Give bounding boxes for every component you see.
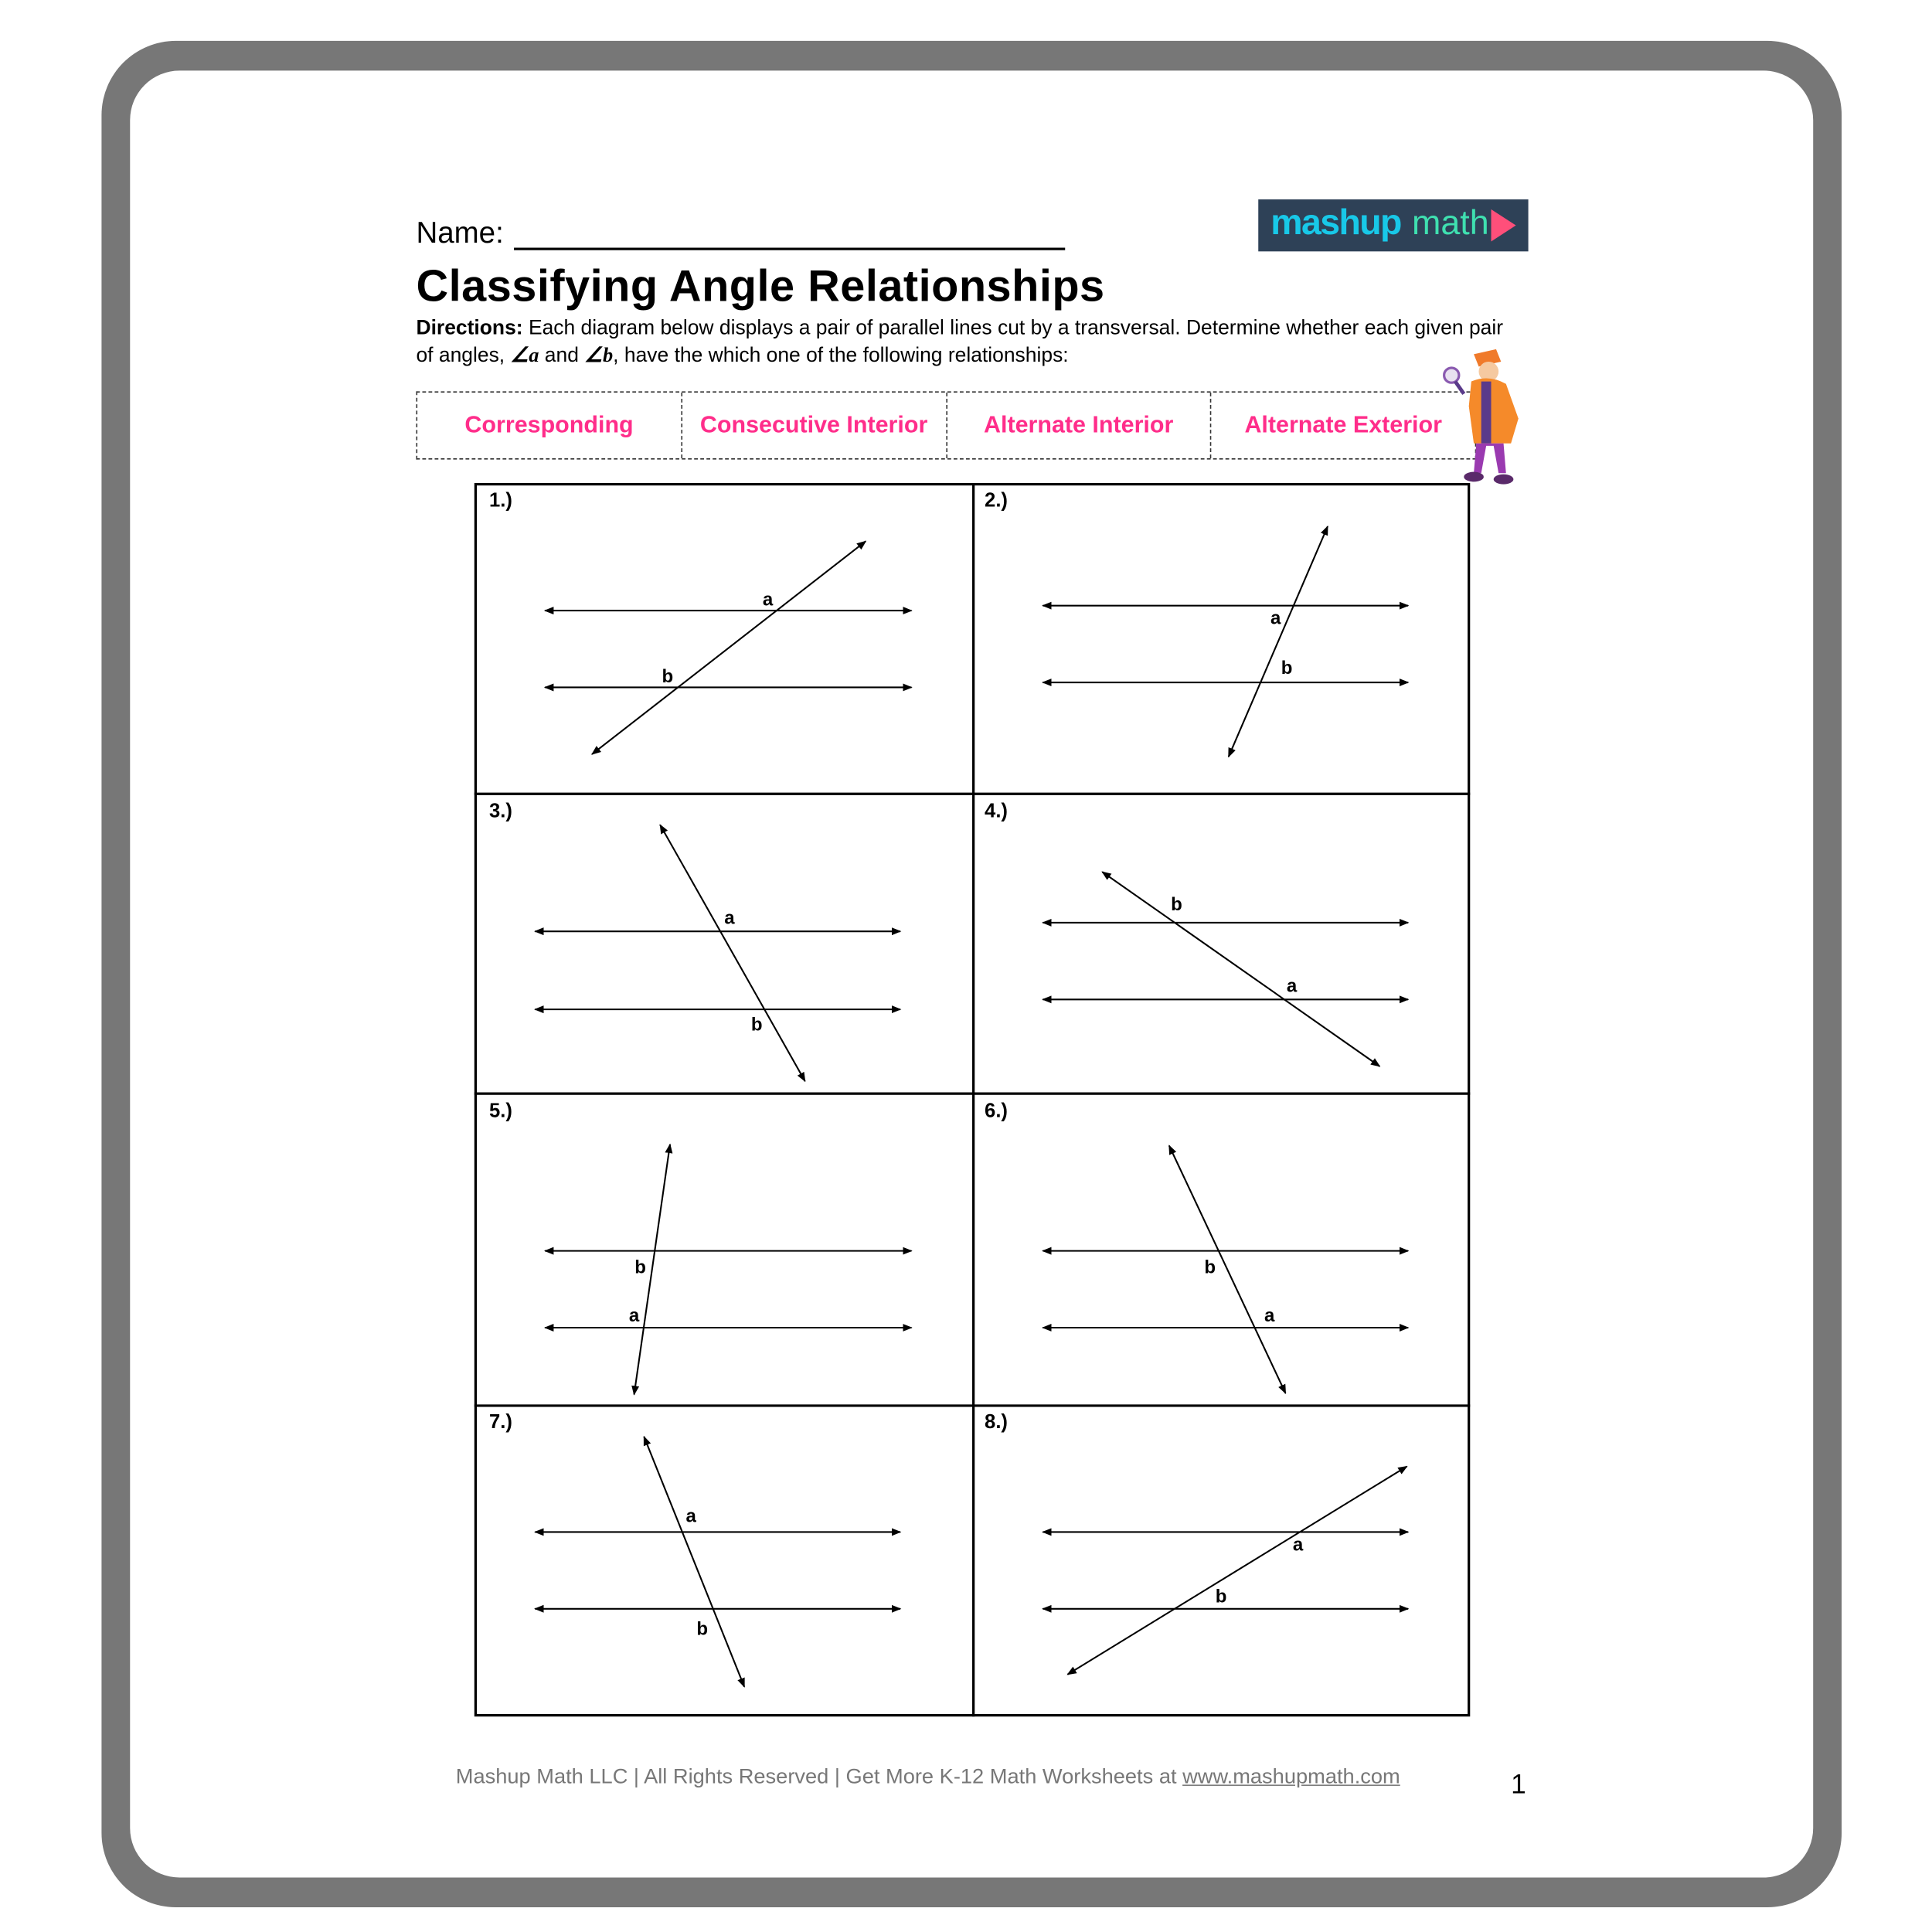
angle-label-b: b <box>634 1257 646 1277</box>
problem-number: 6.) <box>985 1100 1008 1122</box>
angle-label-b: b <box>1281 658 1293 679</box>
option-corresponding: Corresponding <box>417 393 682 458</box>
angle-label-a: a <box>1270 608 1281 629</box>
angle-label-b: b <box>1171 894 1182 915</box>
problem-number: 3.) <box>489 801 512 822</box>
name-line[interactable] <box>514 247 1066 250</box>
directions: Directions: Each diagram below displays … <box>416 316 1505 369</box>
detective-mascot-icon <box>1443 349 1519 485</box>
transversal-line <box>1066 1465 1408 1675</box>
problem-number: 4.) <box>985 801 1008 822</box>
transversal-line <box>1168 1145 1287 1395</box>
problem-number: 8.) <box>985 1411 1008 1433</box>
angle-label-b: b <box>662 666 673 687</box>
option-consecutive-interior: Consecutive Interior <box>682 393 947 458</box>
directions-and: and <box>539 344 585 367</box>
transversal-line <box>1101 871 1381 1067</box>
transversal-line <box>1227 525 1328 758</box>
angle-label-a: a <box>1287 976 1298 997</box>
angle-label-b: b <box>751 1014 763 1035</box>
page-title: Classifying Angle Relationships <box>416 260 1105 311</box>
worksheet-page <box>130 70 1814 1878</box>
angle-label-a: a <box>629 1305 640 1326</box>
problem-number: 7.) <box>489 1411 512 1433</box>
angle-label-b: b <box>1216 1587 1227 1607</box>
angle-label-a: a <box>763 590 774 611</box>
angle-label-b: b <box>696 1618 708 1639</box>
footer-text: Mashup Math LLC | All Rights Reserved | … <box>455 1764 1183 1789</box>
mashupmath-logo: mashup math <box>1258 199 1529 252</box>
angle-label-b: b <box>1204 1257 1216 1277</box>
problem-number: 2.) <box>985 489 1008 511</box>
transversal-line <box>643 1435 746 1688</box>
option-alternate-interior: Alternate Interior <box>947 393 1212 458</box>
footer: Mashup Math LLC | All Rights Reserved | … <box>456 1765 1400 1790</box>
logo-text-bold: mashup <box>1270 202 1402 243</box>
option-alternate-exterior: Alternate Exterior <box>1244 411 1442 438</box>
logo-text-light: math <box>1411 202 1489 242</box>
angle-a: ∠a <box>510 342 539 367</box>
transversal-line <box>659 824 806 1083</box>
transversal-line <box>591 540 867 755</box>
footer-link[interactable]: www.mashupmath.com <box>1182 1764 1400 1789</box>
page-number: 1 <box>1511 1768 1526 1800</box>
directions-text-end: , have the which one of the following re… <box>613 344 1069 367</box>
angle-label-a: a <box>1264 1305 1275 1326</box>
angle-label-a: a <box>1293 1534 1304 1555</box>
angle-b: ∠b <box>584 342 614 367</box>
directions-text: Each diagram below displays a pair of pa… <box>416 317 1504 367</box>
angle-label-a: a <box>724 908 735 929</box>
name-label: Name: <box>416 216 504 250</box>
angle-label-a: a <box>686 1506 697 1527</box>
play-icon <box>1491 209 1516 242</box>
problem-number: 1.) <box>489 489 512 511</box>
relationship-options: Corresponding Consecutive Interior Alter… <box>416 391 1477 460</box>
problem-number: 5.) <box>489 1100 512 1122</box>
transversal-line <box>631 1143 673 1396</box>
directions-label: Directions: <box>416 317 523 340</box>
grid-lines <box>474 483 1471 1717</box>
